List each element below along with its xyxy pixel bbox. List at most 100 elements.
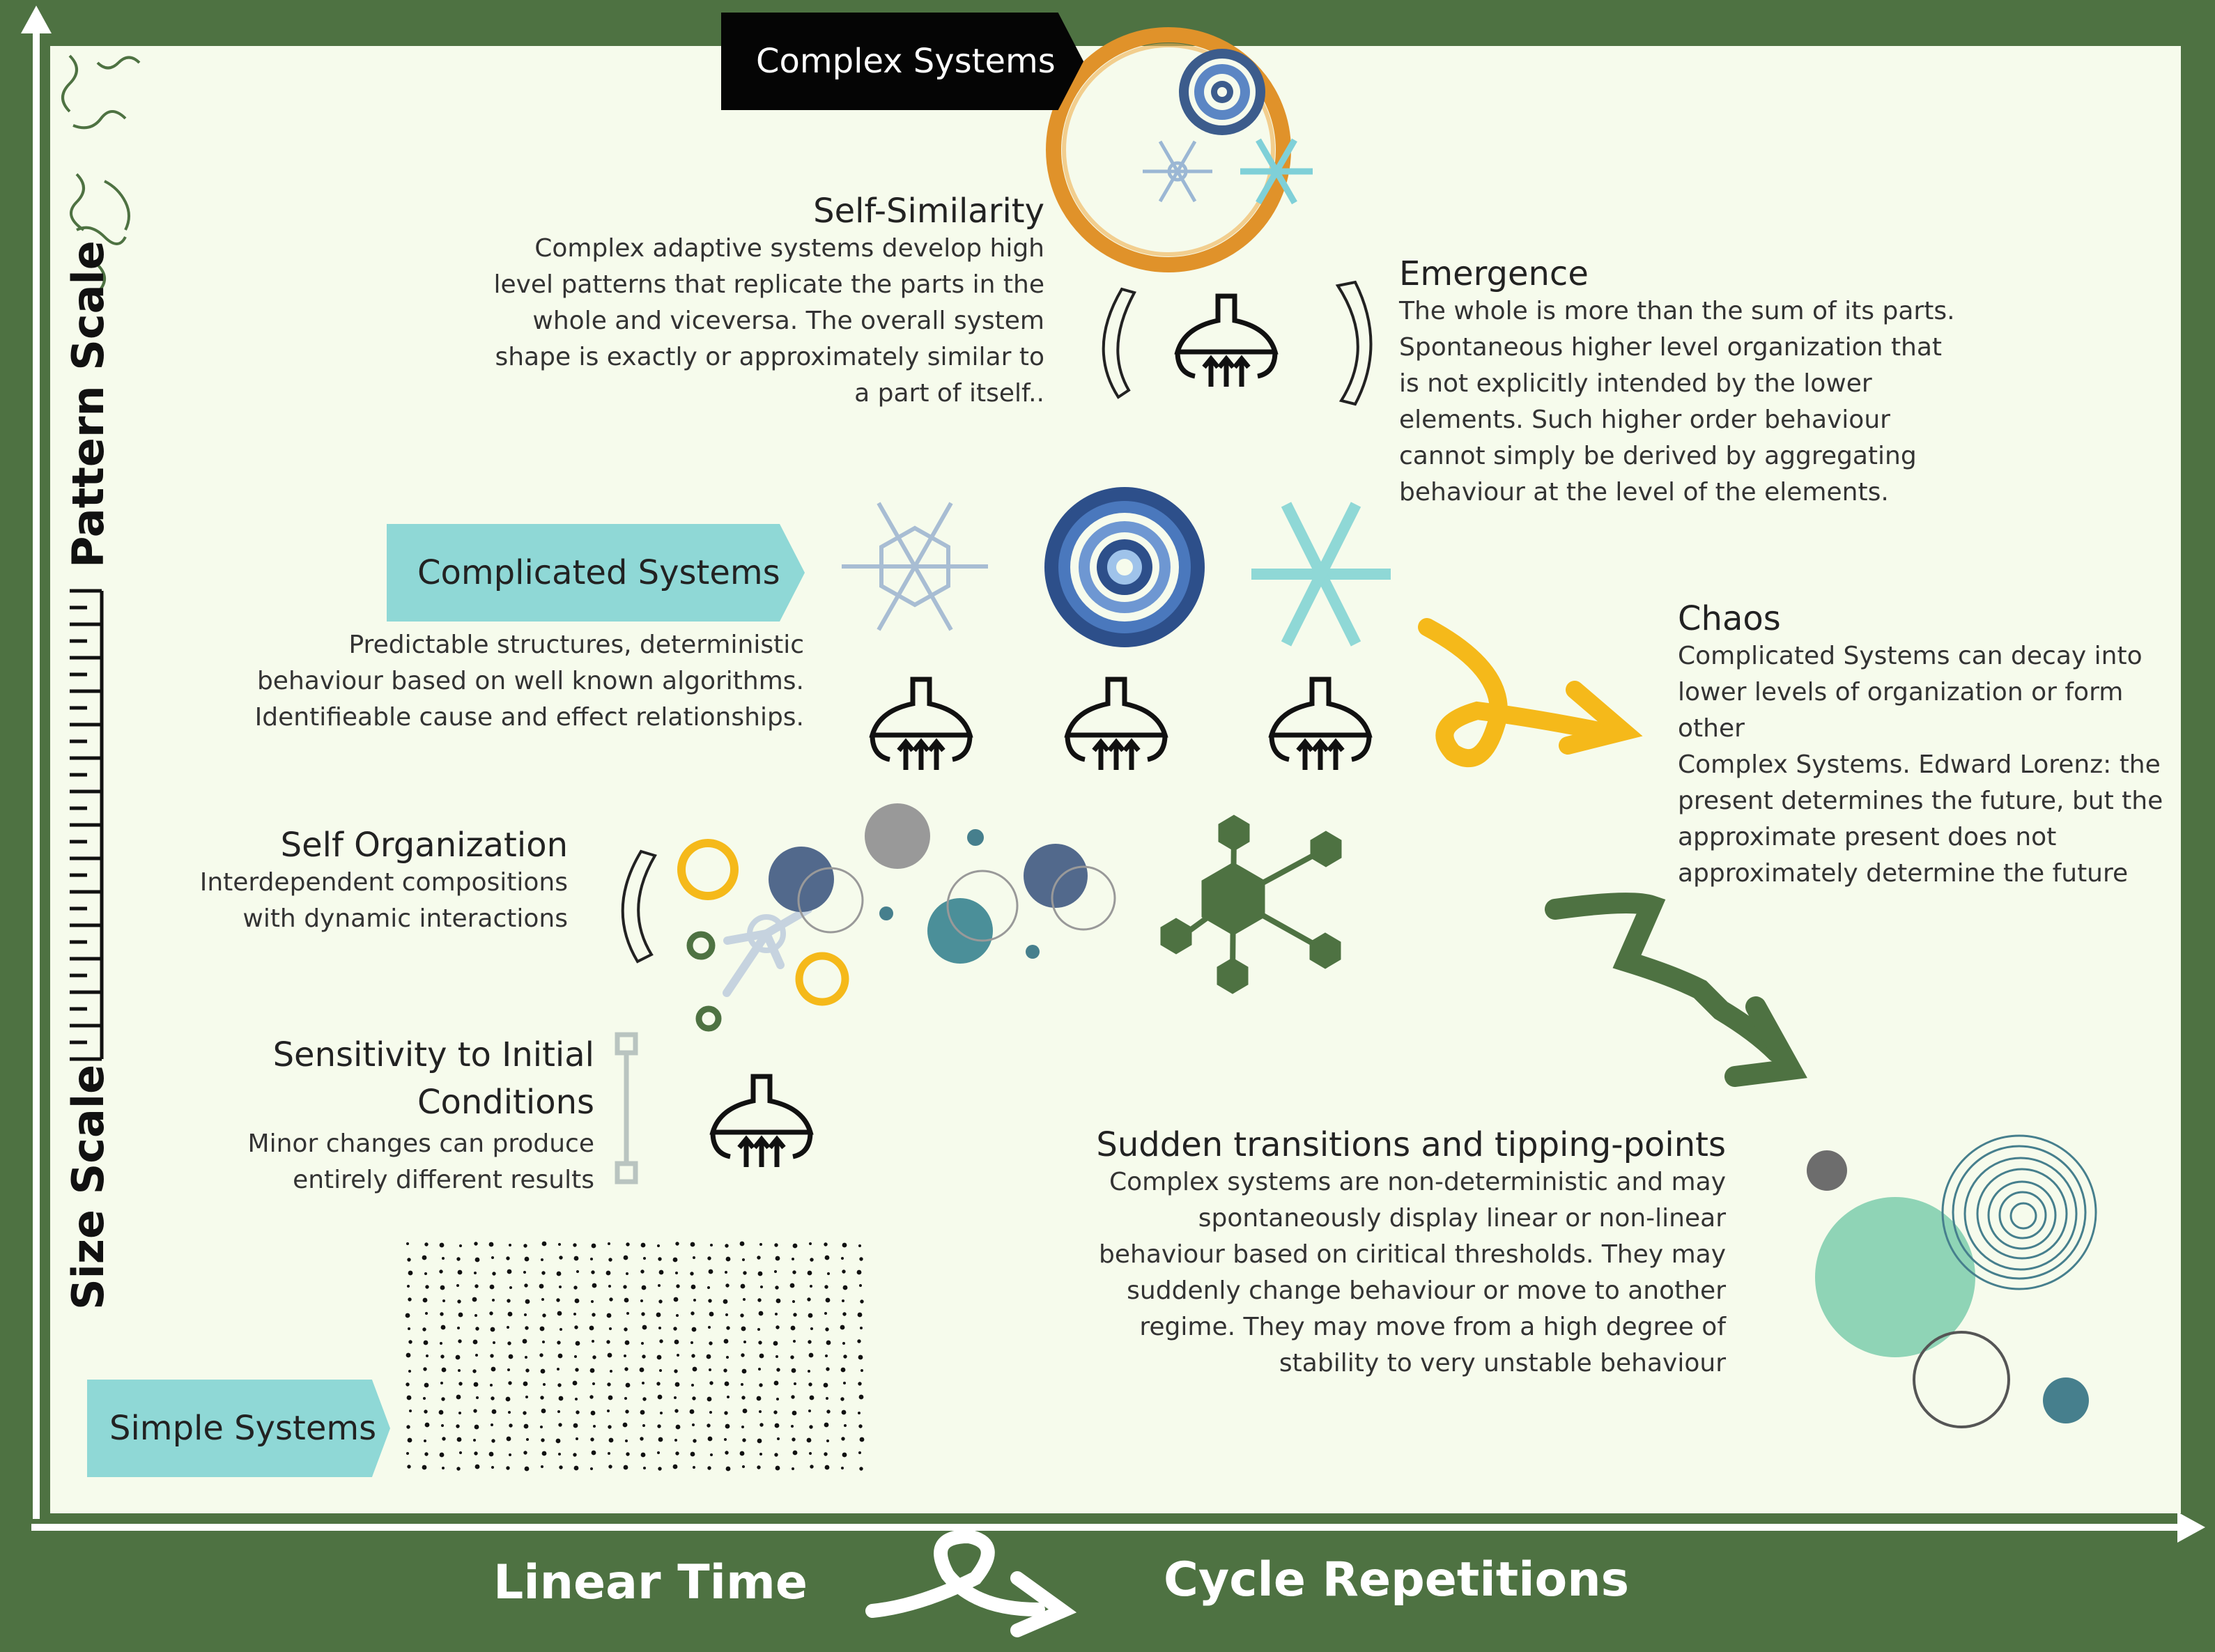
- grid-dot: [405, 1313, 410, 1318]
- grid-dot: [608, 1258, 612, 1262]
- chaos-line: approximately determine the future: [1678, 859, 2129, 888]
- grid-dot: [858, 1244, 861, 1247]
- grid-dot: [672, 1257, 678, 1263]
- grid-dot: [674, 1382, 680, 1387]
- chaos-line: present determines the future, but the: [1678, 787, 2163, 815]
- grid-dot: [658, 1299, 663, 1304]
- lamp-icon: [709, 1074, 814, 1167]
- grid-dot: [491, 1466, 494, 1469]
- x-axis-label-right: Cycle Repetitions: [1164, 1552, 1630, 1607]
- grid-dot: [675, 1242, 679, 1246]
- grid-dot: [858, 1394, 864, 1400]
- grid-dot: [493, 1341, 495, 1344]
- grid-dot: [709, 1311, 714, 1317]
- grid-dot: [676, 1284, 680, 1288]
- hexagon-network-icon: [1160, 815, 1342, 994]
- grid-dot: [792, 1258, 794, 1260]
- grid-dot: [523, 1244, 527, 1248]
- grid-dot: [791, 1395, 795, 1399]
- grid-dot: [442, 1437, 446, 1441]
- snowflake-icon-large-1: [842, 502, 988, 631]
- grid-dot: [690, 1311, 695, 1315]
- grid-dot: [458, 1369, 461, 1372]
- grid-dot: [507, 1311, 513, 1317]
- grid-dot: [789, 1283, 795, 1288]
- grid-dot: [808, 1352, 814, 1358]
- grid-dot: [708, 1269, 713, 1274]
- grid-dot: [406, 1382, 410, 1387]
- y-axis-arrowhead: [21, 6, 52, 33]
- grid-dot: [558, 1423, 562, 1427]
- grid-dot: [843, 1354, 847, 1359]
- grid-dot: [858, 1424, 863, 1428]
- self-organization-block: Self Organization Interdependent composi…: [150, 826, 568, 937]
- grid-dot: [525, 1356, 527, 1359]
- chaos-line: Complicated Systems can decay into: [1678, 642, 2143, 670]
- grid-dot: [725, 1244, 729, 1248]
- grid-dot: [423, 1340, 429, 1345]
- grid-dot: [523, 1423, 529, 1429]
- grid-dot: [524, 1313, 527, 1316]
- grid-dot: [524, 1466, 530, 1472]
- grid-dot: [457, 1299, 461, 1304]
- grid-dot: [808, 1370, 810, 1373]
- grid-dot: [810, 1465, 814, 1469]
- grid-dot: [441, 1397, 445, 1401]
- grid-dot: [675, 1272, 678, 1274]
- orange-ring-icon: [1046, 27, 1291, 272]
- grid-dot: [456, 1257, 461, 1261]
- grid-dot: [724, 1381, 730, 1387]
- grid-dot: [823, 1382, 828, 1388]
- grid-dot: [507, 1368, 510, 1371]
- grid-dot: [559, 1465, 563, 1469]
- grid-dot: [858, 1354, 863, 1360]
- grid-dot: [624, 1367, 628, 1371]
- grid-dot: [656, 1354, 662, 1360]
- grid-dot: [826, 1397, 828, 1400]
- grid-dot: [623, 1285, 627, 1289]
- grid-dot: [524, 1256, 530, 1262]
- grid-dot: [792, 1243, 798, 1249]
- sudden-line: behaviour based on ciritical thresholds.…: [1099, 1240, 1726, 1269]
- grid-dot: [525, 1396, 528, 1398]
- grid-dot: [407, 1437, 412, 1443]
- grid-dot: [424, 1382, 429, 1388]
- grid-dot: [474, 1272, 477, 1274]
- grid-dot: [707, 1466, 711, 1470]
- grid-dot: [476, 1396, 479, 1399]
- grid-dot: [622, 1422, 628, 1428]
- grid-dot: [474, 1242, 478, 1246]
- grid-dot: [608, 1285, 611, 1288]
- grid-dot: [491, 1409, 497, 1414]
- grid-dot: [810, 1285, 812, 1288]
- grid-dot: [723, 1368, 727, 1373]
- grid-dot: [842, 1299, 844, 1302]
- grid-dot: [658, 1327, 661, 1329]
- grid-dot: [524, 1283, 528, 1288]
- grid-dot: [742, 1258, 745, 1261]
- grid-dot: [826, 1367, 830, 1371]
- grid-dot: [774, 1270, 777, 1273]
- grid-dot: [509, 1244, 511, 1246]
- grid-dot: [557, 1341, 561, 1345]
- grid-dot: [859, 1467, 863, 1471]
- emergence-line: is not explicitly intended by the lower: [1399, 369, 1872, 398]
- grid-dot: [591, 1450, 596, 1456]
- grid-dot: [557, 1353, 563, 1359]
- sensitivity-title-line: Sensitivity to Initial: [272, 1035, 594, 1074]
- grid-dot: [572, 1380, 578, 1386]
- grid-dot: [491, 1396, 495, 1400]
- grid-dot: [539, 1353, 543, 1357]
- grid-dot: [657, 1451, 660, 1454]
- complicated-line: behaviour based on well known algorithms…: [256, 667, 804, 695]
- grid-dot: [608, 1395, 613, 1400]
- sensitivity-line: entirely different results: [293, 1166, 594, 1194]
- grid-dot: [507, 1269, 512, 1274]
- grid-dot: [591, 1300, 594, 1303]
- grid-dot: [757, 1271, 763, 1276]
- grid-dot: [640, 1452, 646, 1458]
- mandala-icon-small: [1179, 49, 1265, 135]
- grid-dot: [624, 1297, 629, 1303]
- grid-dot: [523, 1411, 527, 1415]
- grid-dot: [725, 1313, 728, 1316]
